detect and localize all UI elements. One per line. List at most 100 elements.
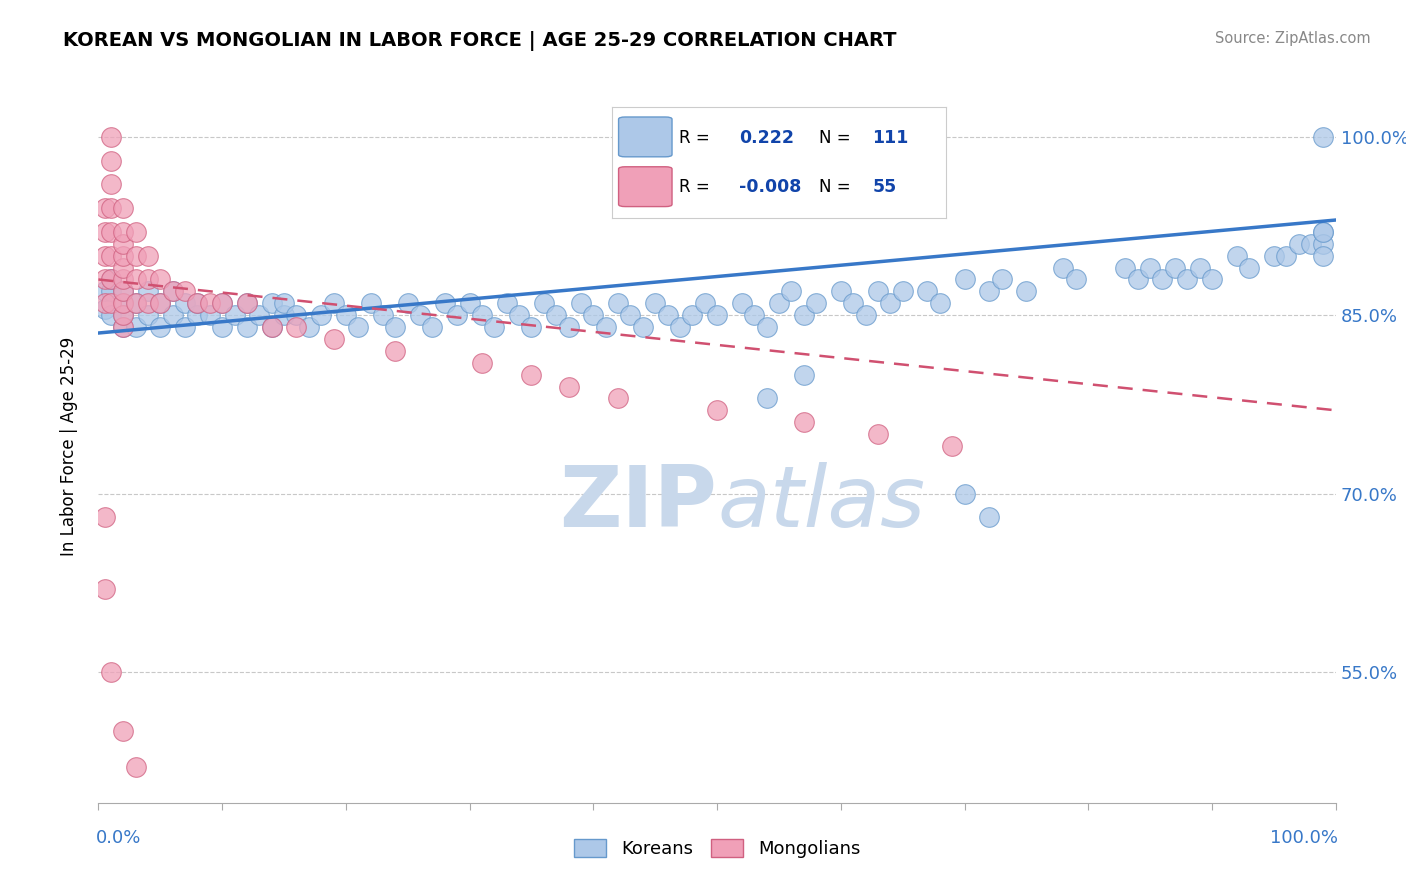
Point [1052,260,1074,275]
Point [162,285,184,299]
Point [941,439,963,453]
Point [979,285,1001,299]
Point [136,296,159,310]
Point [693,296,716,310]
Point [953,272,976,286]
Point [347,320,370,334]
Point [1126,272,1149,286]
Point [93,225,115,239]
Point [112,225,135,239]
Point [755,392,778,406]
Point [1164,260,1187,275]
Point [149,272,172,286]
Point [124,320,146,334]
Point [384,320,406,334]
Point [198,296,221,310]
Point [273,296,295,310]
Point [1263,249,1285,263]
Point [1139,260,1161,275]
Text: ZIP: ZIP [560,461,717,545]
Point [619,308,641,322]
Point [1288,236,1310,251]
Point [1201,272,1223,286]
Point [322,332,344,346]
Point [755,320,778,334]
Point [124,249,146,263]
Point [484,320,506,334]
Point [1275,249,1298,263]
Point [793,308,815,322]
Point [136,249,159,263]
Point [433,296,456,310]
Point [273,308,295,322]
Point [520,368,543,382]
Point [446,308,468,322]
Point [409,308,432,322]
Point [866,427,889,442]
Point [236,296,259,310]
Point [804,296,827,310]
Point [124,225,146,239]
Point [1312,225,1334,239]
Point [1114,260,1136,275]
Point [162,285,184,299]
Point [928,296,950,310]
Point [1312,236,1334,251]
Point [706,308,728,322]
Text: R =: R = [679,129,714,147]
Text: N =: N = [820,129,856,147]
Point [93,285,115,299]
Point [100,225,122,239]
Point [309,308,332,322]
Point [360,296,382,310]
Text: 0.0%: 0.0% [96,829,142,847]
Point [112,249,135,263]
Point [768,296,790,310]
Point [186,308,208,322]
Point [174,296,197,310]
Point [186,296,208,310]
Point [557,379,579,393]
Point [285,320,308,334]
Point [1299,236,1322,251]
Point [546,308,568,322]
Point [236,296,259,310]
Point [112,296,135,310]
Point [112,272,135,286]
Point [198,308,221,322]
Point [149,296,172,310]
Point [100,201,122,215]
Point [124,760,146,774]
Point [93,249,115,263]
Point [260,320,283,334]
Point [112,260,135,275]
Point [681,308,703,322]
Point [1152,272,1174,286]
Point [112,236,135,251]
Point [607,296,630,310]
Text: N =: N = [820,178,856,195]
Point [569,296,592,310]
Point [100,129,122,144]
Text: KOREAN VS MONGOLIAN IN LABOR FORCE | AGE 25-29 CORRELATION CHART: KOREAN VS MONGOLIAN IN LABOR FORCE | AGE… [63,31,897,51]
Point [1188,260,1211,275]
Point [322,296,344,310]
Point [631,320,654,334]
Text: 111: 111 [873,129,908,147]
Point [93,272,115,286]
Y-axis label: In Labor Force | Age 25-29: In Labor Force | Age 25-29 [59,336,77,556]
Point [793,368,815,382]
Point [1175,272,1198,286]
Point [124,272,146,286]
Point [136,308,159,322]
Point [100,272,122,286]
Point [582,308,605,322]
Point [100,249,122,263]
Point [669,320,692,334]
Point [855,308,877,322]
Point [742,308,765,322]
Point [879,296,901,310]
Point [471,356,494,370]
Point [1237,260,1260,275]
Text: Source: ZipAtlas.com: Source: ZipAtlas.com [1215,31,1371,46]
